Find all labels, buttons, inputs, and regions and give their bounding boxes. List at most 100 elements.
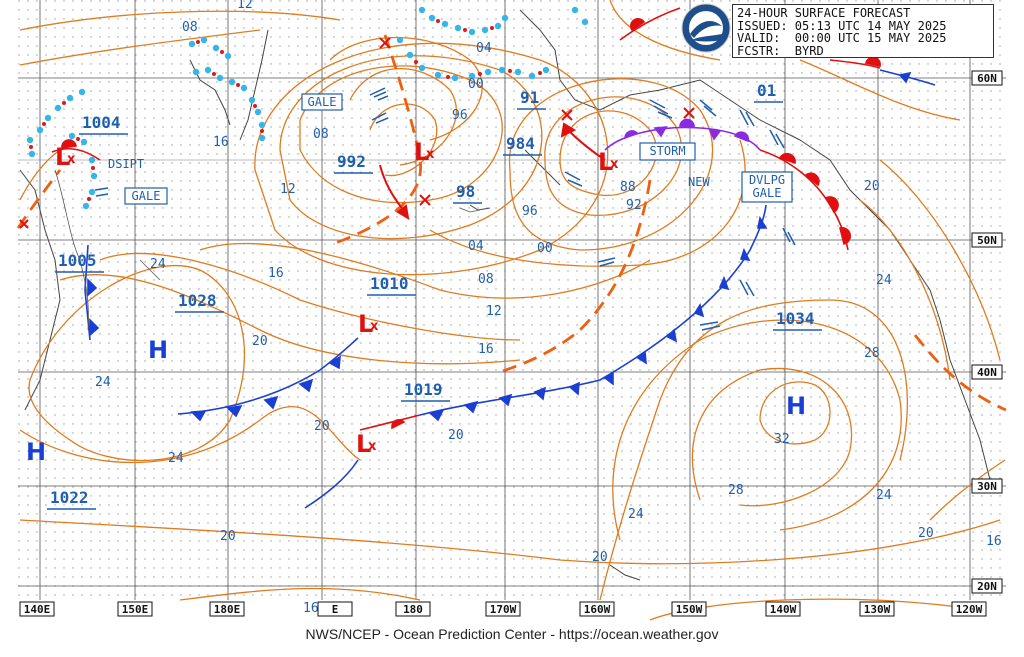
isobar-label: 20 — [918, 526, 934, 541]
longitude-box — [19, 601, 55, 617]
warning-label-storm: STORM — [649, 144, 685, 158]
isobar-label: 92 — [626, 198, 642, 213]
troughs — [16, 34, 1007, 412]
isobar-label: 16 — [268, 266, 284, 281]
annotation-new: NEW — [688, 175, 710, 189]
isobar-label: 96 — [522, 204, 538, 219]
pressure-value-1028: 1028 — [178, 291, 217, 310]
isobar-label: 24 — [876, 488, 892, 503]
isobar-label: 08 — [478, 272, 494, 287]
low-pressure-cross: x — [370, 319, 379, 334]
pressure-value-1022: 1022 — [50, 488, 89, 507]
high-pressure-symbol: H — [148, 336, 168, 364]
position-markers — [19, 37, 695, 229]
isobar-label: 24 — [168, 451, 184, 466]
isobar-label: 24 — [876, 273, 892, 288]
latitude-label-50N: 50N — [977, 234, 997, 247]
isobar-label: 12 — [486, 304, 502, 319]
low-pressure-cross: x — [610, 157, 619, 172]
high-pressure-symbol: H — [26, 438, 46, 466]
low-pressure-symbol: L — [598, 148, 613, 176]
warning-box — [124, 187, 168, 205]
latitude-label-30N: 30N — [977, 480, 997, 493]
longitude-box — [485, 601, 521, 617]
longitude-box — [579, 601, 615, 617]
isobar-label: 20 — [220, 529, 236, 544]
pressure-value-1019: 1019 — [404, 380, 443, 399]
low-pressure-cross: x — [67, 152, 76, 167]
isobar-label: 20 — [592, 550, 608, 565]
isobar-label: 28 — [728, 483, 744, 498]
low-pressure-symbol: L — [358, 310, 373, 338]
pressure-value-1005: 1005 — [58, 251, 97, 270]
credit-line: NWS/NCEP - Ocean Prediction Center - htt… — [305, 626, 719, 642]
longitude-box — [765, 601, 801, 617]
longitude-box — [951, 601, 987, 617]
isobar-label: 24 — [95, 375, 111, 390]
pressure-value-1034: 1034 — [776, 309, 815, 328]
longitude-box — [317, 601, 353, 617]
longitude-label-130W: 130W — [864, 603, 891, 616]
noaa-logo — [681, 3, 731, 53]
isobar-label: 12 — [237, 0, 253, 12]
longitude-box — [209, 601, 245, 617]
longitude-label-120W: 120W — [956, 603, 983, 616]
pressure-value-1004: 1004 — [82, 113, 121, 132]
latitude-label-40N: 40N — [977, 366, 997, 379]
warning-label-gale: GALE — [753, 186, 782, 200]
wind-barbs — [94, 87, 796, 331]
low-pressure-symbol: L — [55, 143, 70, 171]
isobar-label: 20 — [252, 334, 268, 349]
isobar-label: 08 — [313, 127, 329, 142]
ice-edge — [26, 6, 589, 210]
longitude-box — [859, 601, 895, 617]
warning-box — [639, 142, 696, 161]
isobar-label: 16 — [478, 342, 494, 357]
isobar-label: 16 — [986, 534, 1002, 549]
isobar-label: 32 — [774, 432, 790, 447]
longitude-label-150E: 150E — [122, 603, 149, 616]
low-pressure-cross: x — [426, 147, 435, 162]
forecast-info-box: 24-HOUR SURFACE FORECAST ISSUED: 05:13 U… — [732, 4, 994, 58]
isobar-label: 96 — [452, 108, 468, 123]
warm-fronts — [51, 7, 881, 431]
low-pressure-symbol: L — [414, 138, 429, 166]
warning-box — [301, 93, 343, 111]
latitude-box — [971, 70, 1003, 86]
isobar-label: 24 — [628, 507, 644, 522]
pressure-value-992: 992 — [337, 152, 366, 171]
longitude-label-180: 180 — [403, 603, 423, 616]
isobar-label: 16 — [213, 135, 229, 150]
pressure-value-01: 01 — [757, 81, 776, 100]
land-masses — [54, 169, 481, 331]
longitude-box — [395, 601, 431, 617]
lat-lon-grid — [18, 0, 1006, 600]
forecaster: FCSTR: BYRD — [737, 43, 824, 58]
high-pressure-symbol: H — [786, 392, 806, 420]
latitude-box — [971, 578, 1003, 594]
warning-label-gale: GALE — [308, 95, 337, 109]
isobar-label: 12 — [280, 182, 296, 197]
longitude-label-140W: 140W — [770, 603, 797, 616]
low-pressure-symbol: L — [356, 430, 371, 458]
isobar-label: 00 — [468, 77, 484, 92]
isobar-label: 20 — [864, 179, 880, 194]
latitude-label-60N: 60N — [977, 72, 997, 85]
isobar-label: 24 — [150, 257, 166, 272]
isobar-label: 08 — [182, 20, 198, 35]
longitude-label-E: E — [332, 603, 339, 616]
occluded-front — [604, 118, 761, 151]
longitude-label-150W: 150W — [676, 603, 703, 616]
warning-label-dvlpg: DVLPG — [749, 173, 785, 187]
isobar-label: 28 — [864, 346, 880, 361]
isobar-label: 16 — [303, 601, 319, 616]
longitude-label-140E: 140E — [24, 603, 51, 616]
latitude-box — [971, 364, 1003, 380]
forecast-title: 24-HOUR SURFACE FORECAST — [737, 6, 911, 20]
warning-box — [741, 171, 793, 203]
annotation-dsipt: DSIPT — [108, 157, 144, 171]
longitude-label-180E: 180E — [214, 603, 241, 616]
isobar-label: 20 — [448, 428, 464, 443]
longitude-box — [671, 601, 707, 617]
storm-tracks — [379, 122, 606, 220]
